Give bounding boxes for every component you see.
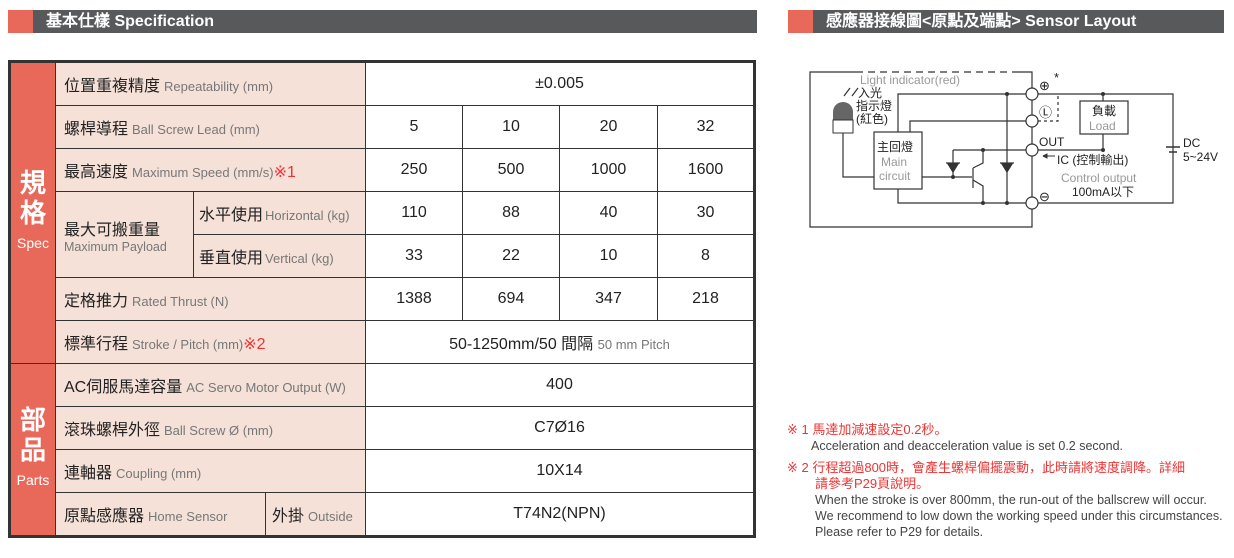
cell: 1600	[657, 148, 755, 192]
svg-text:circuit: circuit	[879, 169, 911, 183]
cell: 20	[559, 105, 658, 149]
sensor-wiring-diagram: Light indicator(red) 入光 指示燈 (紅色) ⊕ * Ⓛ O…	[809, 70, 1218, 228]
svg-text:Main: Main	[881, 155, 907, 169]
svg-text:指示燈: 指示燈	[856, 98, 892, 113]
table-row: 螺桿導程 Ball Screw Lead (mm) 5 10 20 32	[10, 105, 755, 149]
label-lead: 螺桿導程 Ball Screw Lead (mm)	[55, 105, 366, 149]
svg-text:負載: 負載	[1092, 104, 1116, 118]
svg-text:(紅色): (紅色)	[856, 112, 888, 126]
table-row: 滾珠螺桿外徑 Ball Screw Ø (mm) C7Ø16	[10, 406, 755, 450]
svg-text:DC: DC	[1183, 136, 1201, 150]
svg-text:100mA以下: 100mA以下	[1072, 185, 1134, 199]
cell: 10	[462, 105, 560, 149]
value-repeatability: ±0.005	[365, 61, 755, 106]
svg-text:入光: 入光	[858, 86, 882, 100]
label-coupling: 連軸器 Coupling (mm)	[55, 449, 366, 493]
table-row: 原點感應器 Home Sensor 外掛 Outside T74N2(NPN)	[10, 492, 755, 537]
category-parts: 部品 Parts	[9, 363, 56, 537]
cell: 250	[365, 148, 463, 192]
label-sensor-outside: 外掛 Outside	[265, 492, 366, 537]
cell: 10	[559, 234, 658, 278]
value-screw: C7Ø16	[365, 406, 755, 450]
cell: 1388	[365, 277, 463, 321]
value-motor: 400	[365, 363, 755, 407]
spec-table: 規格 Spec 位置重複精度 Repeatability (mm) ±0.005 螺…	[8, 60, 756, 538]
label: Light indicator(red)	[860, 73, 960, 87]
value-sensor: T74N2(NPN)	[365, 492, 755, 537]
label-speed: 最高速度 Maximum Speed (mm/s)※1	[55, 148, 366, 192]
label-thrust: 定格推力 Rated Thrust (N)	[55, 277, 366, 321]
cell: 40	[559, 191, 658, 235]
table-row: 規格 Spec 位置重複精度 Repeatability (mm) ±0.005	[9, 61, 755, 364]
svg-text:OUT: OUT	[1039, 135, 1065, 149]
footnotes: ※ 1 馬達加減速設定0.2秒。 Acceleration and deacce…	[787, 422, 1223, 539]
table-row: 定格推力 Rated Thrust (N) 1388 694 347 218	[10, 277, 755, 321]
label-stroke: 標準行程 Stroke / Pitch (mm)※2	[55, 320, 366, 364]
svg-text:Ⓛ: Ⓛ	[1039, 105, 1052, 120]
note-2: ※ 2 行程超過800時，會產生螺桿偏擺震動，此時請將速度調降。詳細	[787, 460, 1186, 475]
cell: 33	[365, 234, 463, 278]
cell: 32	[657, 105, 755, 149]
label-horizontal: 水平使用 Horizontal (kg)	[193, 191, 366, 235]
svg-text:Load: Load	[1089, 119, 1116, 133]
svg-text:⊖: ⊖	[1039, 189, 1050, 204]
label-vertical: 垂直使用 Vertical (kg)	[193, 234, 366, 278]
table-row: 垂直使用 Vertical (kg) 33 22 10 8	[10, 234, 755, 278]
svg-text:5~24V: 5~24V	[1183, 150, 1218, 164]
sensor-header: 感應器接線圖<原點及端點> Sensor Layout	[788, 10, 1224, 33]
svg-text:IC (控制輸出): IC (控制輸出)	[1057, 152, 1128, 167]
cell: 500	[462, 148, 560, 192]
header-accent	[8, 10, 33, 33]
label-sensor: 原點感應器 Home Sensor	[55, 492, 266, 537]
svg-text:*: *	[1054, 70, 1059, 85]
value-stroke: 50-1250mm/50 間隔 50 mm Pitch	[365, 320, 755, 364]
value-coupling: 10X14	[365, 449, 755, 493]
svg-text:Control output: Control output	[1061, 171, 1137, 185]
label-screw: 滾珠螺桿外徑 Ball Screw Ø (mm)	[55, 406, 366, 450]
cell: 5	[365, 105, 463, 149]
label-payload: 最大可搬重量 Maximum Payload	[55, 191, 194, 278]
table-row: 標準行程 Stroke / Pitch (mm)※2 50-1250mm/50 間…	[10, 320, 755, 364]
table-row: 部品 Parts AC伺服馬達容量 AC Servo Motor Output (W…	[9, 363, 755, 537]
cell: 110	[365, 191, 463, 235]
table-row: 最大可搬重量 Maximum Payload 水平使用 Horizontal (kg…	[10, 191, 755, 278]
cell: 8	[657, 234, 755, 278]
svg-text:主回燈: 主回燈	[877, 139, 913, 154]
cell: 694	[462, 277, 560, 321]
label-motor: AC伺服馬達容量 AC Servo Motor Output (W)	[55, 363, 366, 407]
cell: 347	[559, 277, 658, 321]
spec-header: 基本仕樣 Specification	[8, 10, 757, 33]
table-row: 連軸器 Coupling (mm) 10X14	[10, 449, 755, 493]
cell: 218	[657, 277, 755, 321]
svg-text:⊕: ⊕	[1039, 78, 1050, 93]
cell: 1000	[559, 148, 658, 192]
cell: 30	[657, 191, 755, 235]
led-icon	[833, 102, 853, 120]
note-1: ※ 1 馬達加減速設定0.2秒。	[787, 422, 948, 437]
cell: 88	[462, 191, 560, 235]
header-accent	[788, 10, 813, 33]
table-row: 最高速度 Maximum Speed (mm/s)※1 250 500 1000 160…	[10, 148, 755, 192]
category-spec: 規格 Spec	[9, 61, 56, 364]
label-repeatability: 位置重複精度 Repeatability (mm)	[55, 61, 366, 106]
cell: 22	[462, 234, 560, 278]
